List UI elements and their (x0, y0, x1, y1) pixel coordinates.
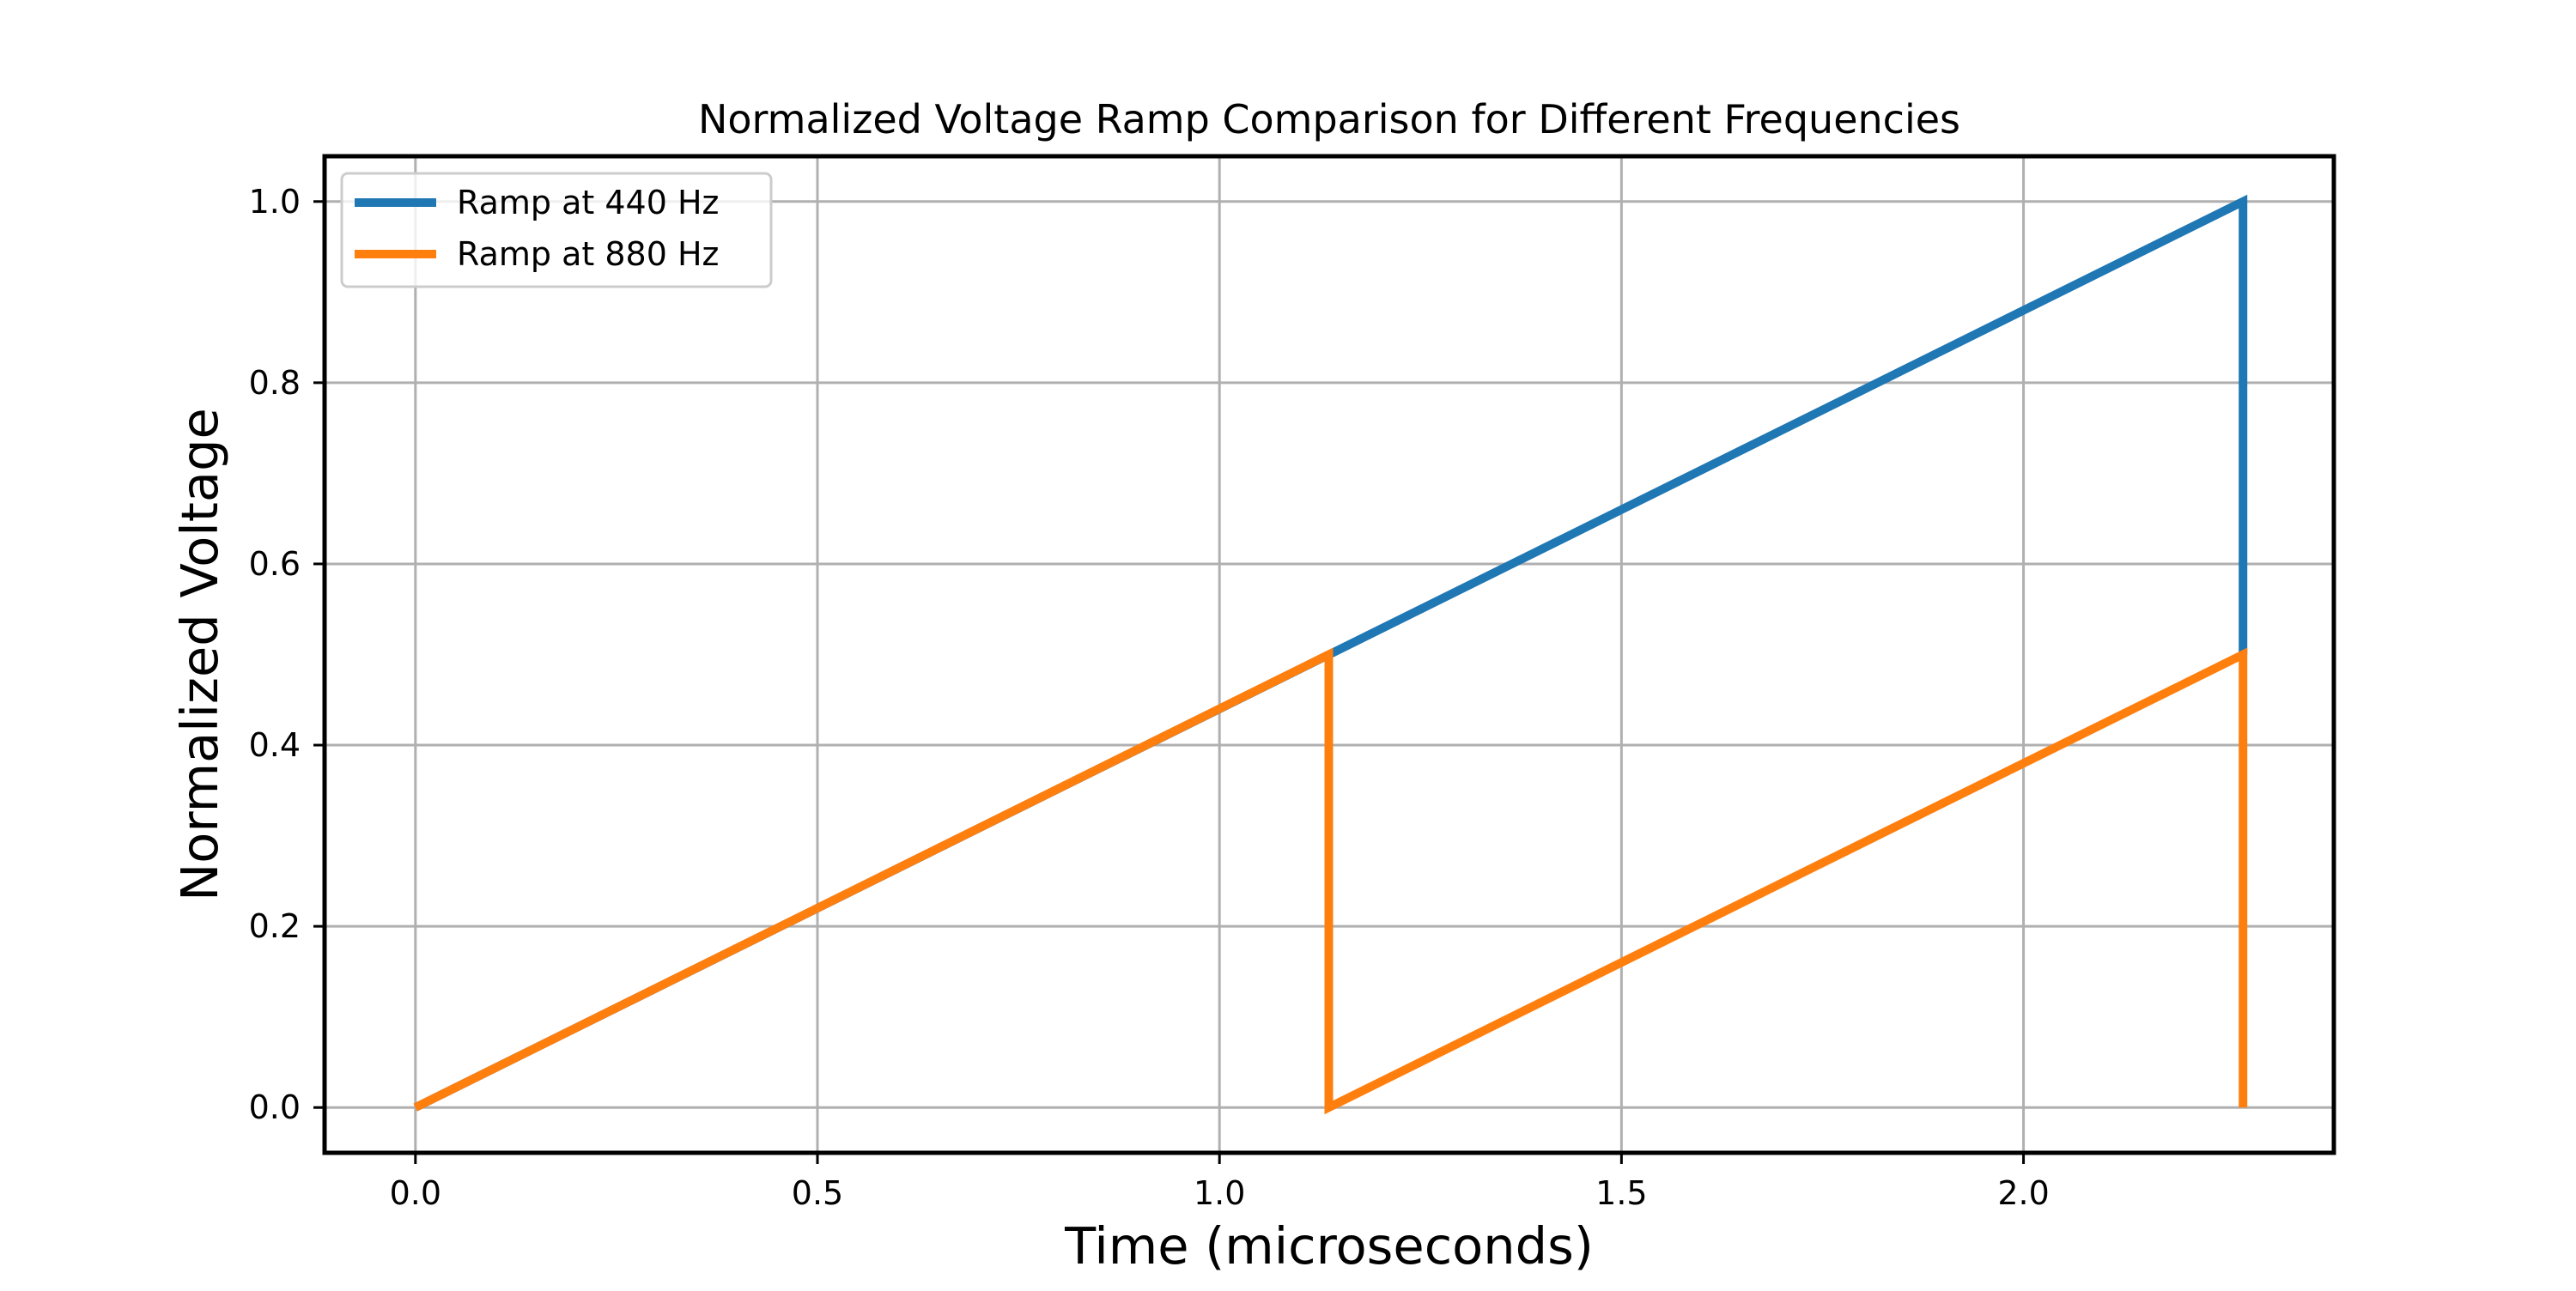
x-tick-label: 0.0 (390, 1174, 441, 1212)
axis-ticks: 0.0 0.5 1.0 1.5 2.0 0.0 0.2 0.4 0.6 0.8 1.0 (249, 183, 2050, 1212)
series-line-880hz (413, 647, 2248, 1115)
legend-box (340, 172, 773, 288)
y-tick-label: 0.0 (249, 1088, 301, 1126)
x-tick-label: 1.5 (1595, 1174, 1647, 1212)
x-axis-title: Time (microseconds) (1064, 1216, 1594, 1276)
series-layer (413, 194, 2248, 1115)
y-tick-label: 0.4 (249, 726, 301, 764)
x-tick-label: 1.0 (1194, 1174, 1245, 1212)
chart-title: Normalized Voltage Ramp Comparison for D… (698, 96, 1960, 142)
legend-label-440hz: Ramp at 440 Hz (457, 184, 719, 221)
y-tick-label: 0.2 (249, 907, 301, 945)
x-tick-label: 2.0 (1997, 1174, 2049, 1212)
y-axis-title: Normalized Voltage (170, 408, 229, 901)
legend-label-880hz: Ramp at 880 Hz (457, 235, 719, 273)
y-tick-label: 1.0 (249, 183, 301, 221)
y-tick-label: 0.8 (249, 364, 301, 402)
plot-frame (322, 154, 2336, 1155)
legend: Ramp at 440 Hz Ramp at 880 Hz (340, 172, 773, 288)
y-tick-label: 0.6 (249, 545, 301, 583)
x-tick-label: 0.5 (792, 1174, 843, 1212)
